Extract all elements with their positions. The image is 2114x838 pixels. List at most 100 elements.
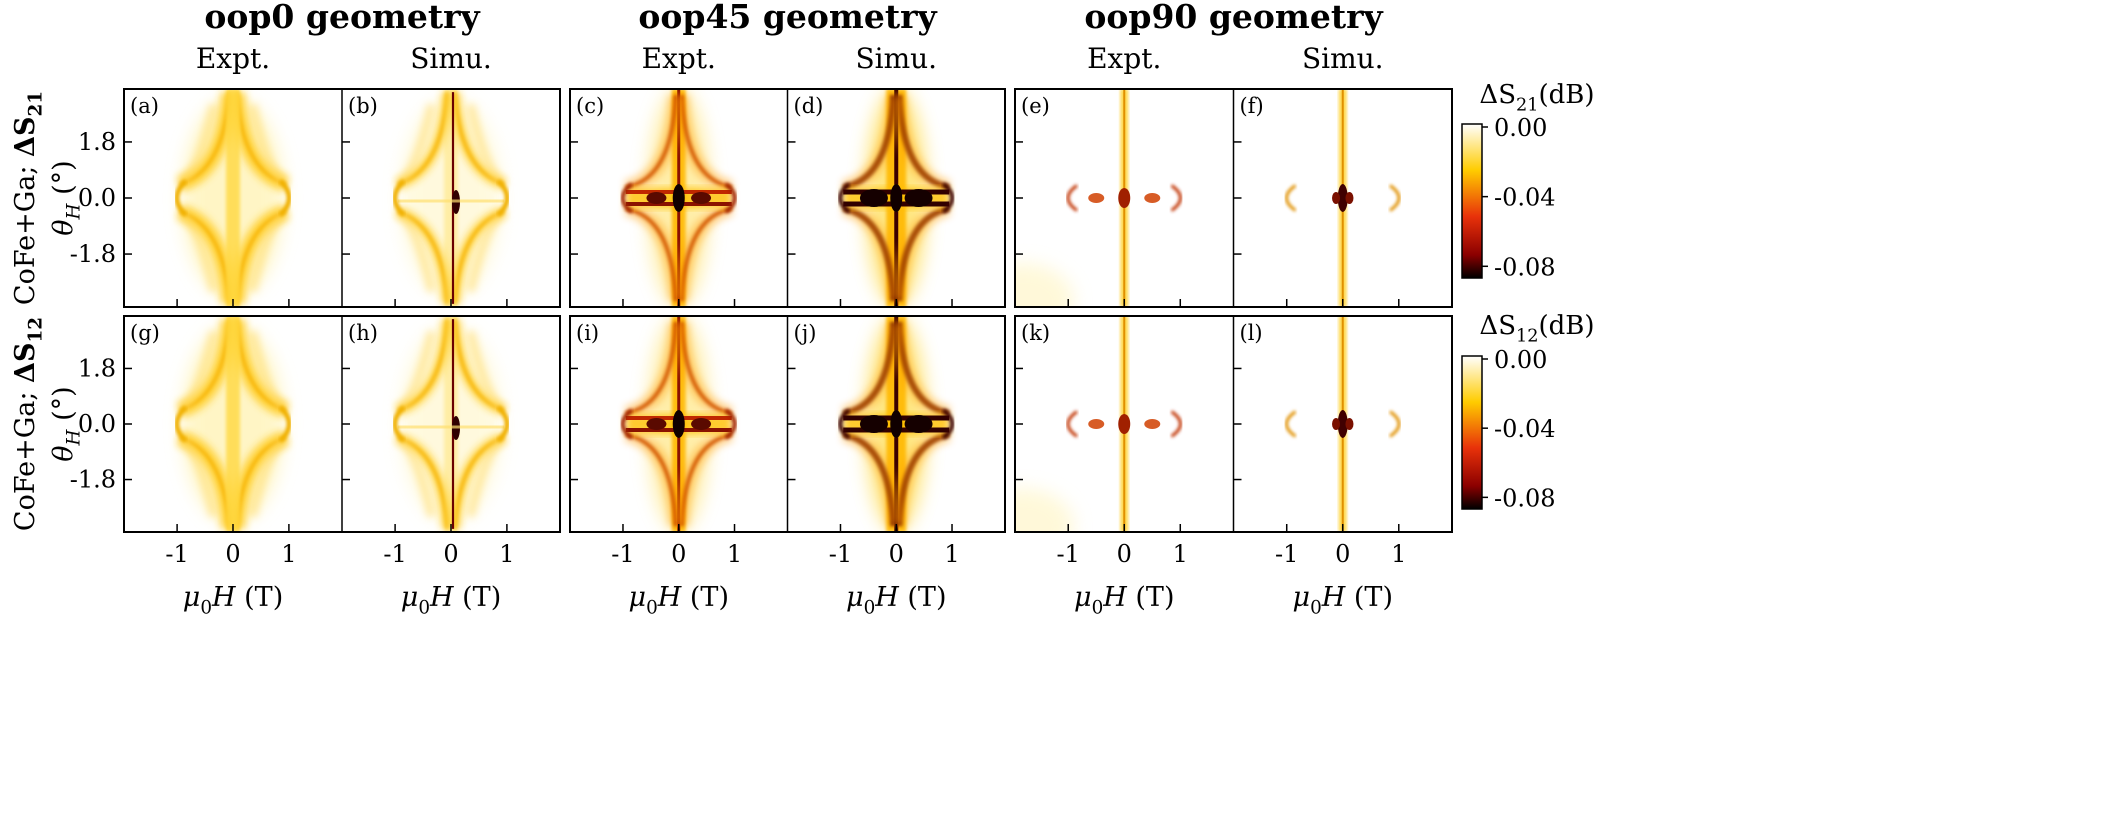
row-sample-label: CoFe+Ga; ΔS21 — [10, 91, 47, 305]
heatmap-panel — [1285, 89, 1401, 307]
resonance-arc — [620, 408, 634, 440]
resonance-arc — [1389, 410, 1401, 438]
heatmap-content — [392, 89, 510, 307]
heatmap-panel — [174, 316, 292, 532]
heatmap-panel — [838, 316, 955, 532]
x-tick-label: 0 — [1335, 540, 1350, 568]
dark-spot — [859, 415, 888, 433]
resonance-arc — [838, 182, 851, 214]
resonance-arc — [174, 179, 188, 217]
resonance-arm-glow — [624, 94, 683, 195]
center-streak — [444, 316, 458, 532]
resonance-arc — [724, 182, 737, 214]
y-axis-label: θH (°) — [48, 160, 85, 235]
panel-label: (l) — [1240, 321, 1263, 345]
resonance-arm-glow — [892, 94, 951, 195]
panel-group: (i) -1 0 1 (j) -1 0 1 — [569, 315, 1006, 568]
geometry-title: oop0 geometry — [204, 0, 480, 36]
panel-label: (k) — [1021, 321, 1050, 345]
resonance-arc — [1066, 184, 1078, 212]
x-axis-label: μ0H (T) — [846, 582, 946, 619]
x-tick-label: -1 — [611, 540, 634, 568]
resonance-arc — [278, 405, 292, 443]
dark-spot — [859, 189, 888, 207]
resonance-arc — [941, 408, 955, 440]
panel-label: (a) — [130, 94, 159, 118]
panel-group: (k) -1 0 1 (l) -1 0 1 — [1014, 315, 1453, 568]
x-tick-label: 1 — [944, 540, 959, 568]
column-title: Simu. — [855, 42, 937, 75]
resonance-arm-glow — [624, 427, 683, 527]
colorbar-tick-label: 0.00 — [1494, 346, 1547, 374]
resonance-arc — [392, 179, 406, 217]
resonance-arc — [1389, 184, 1401, 212]
center-dark-spot — [672, 410, 685, 438]
colorbar-tick-label: 0.00 — [1494, 114, 1547, 142]
x-tick-label: 0 — [443, 540, 458, 568]
panel-group: (e) (f) — [1014, 88, 1453, 308]
resonance-arm-glow — [674, 427, 734, 527]
x-tick-label: 0 — [889, 540, 904, 568]
x-axis-label: μ0H (T) — [401, 582, 501, 619]
resonance-arc — [392, 405, 406, 443]
heatmap-panel — [392, 316, 510, 532]
heatmap-panel — [620, 316, 737, 532]
y-tick-label: 1.8 — [78, 354, 116, 382]
resonance-arc — [941, 182, 955, 214]
panel-label: (d) — [794, 94, 824, 118]
heatmap-content — [392, 316, 510, 532]
panel-label: (j) — [794, 321, 817, 345]
resonance-arm-glow — [892, 201, 951, 302]
x-tick-label: 0 — [1117, 540, 1132, 568]
column-title: Simu. — [1302, 42, 1384, 75]
row-label: CoFe+Ga; ΔS21 — [10, 91, 47, 305]
center-dark-spot — [890, 410, 903, 438]
center-dark-spot — [672, 184, 685, 212]
resonance-arc — [1170, 184, 1182, 212]
resonance-arc — [174, 405, 188, 443]
dark-spot — [1345, 418, 1354, 430]
dark-spot — [691, 192, 712, 204]
resonance-arm-glow — [841, 427, 901, 527]
heatmap-content — [174, 89, 292, 307]
panel-label: (f) — [1240, 94, 1264, 118]
row-label: CoFe+Ga; ΔS12 — [10, 317, 47, 531]
heatmap-panel — [1015, 89, 1182, 307]
dark-spot — [1088, 419, 1105, 429]
resonance-arc — [620, 182, 634, 214]
center-dark-spot — [1118, 188, 1131, 208]
x-tick-label: -1 — [165, 540, 188, 568]
heatmap-panel — [392, 89, 510, 307]
x-tick-label: -1 — [383, 540, 406, 568]
colorbar-title: ΔS21(dB) — [1479, 80, 1594, 115]
x-tick-label: 1 — [1173, 540, 1188, 568]
y-tick-label: 0.0 — [78, 410, 116, 438]
x-axis-label: μ0H (T) — [183, 582, 283, 619]
heatmap-content — [174, 316, 292, 532]
center-dark-spot — [890, 184, 903, 212]
panel-label: (b) — [348, 94, 378, 118]
colorbar-tick-label: -0.08 — [1494, 253, 1556, 281]
heatmap-content — [1285, 89, 1401, 307]
y-tick-label: -1.8 — [70, 240, 116, 268]
resonance-arc — [496, 405, 510, 443]
resonance-arc — [1066, 410, 1078, 438]
x-axis-label: μ0H (T) — [1074, 582, 1174, 619]
dark-spot — [646, 192, 667, 204]
panel-group: (g) -1 0 1 (h) -1 0 1 1.8 0.0 -1.8 — [70, 315, 561, 568]
resonance-arc — [278, 179, 292, 217]
x-tick-label: -1 — [1275, 540, 1298, 568]
resonance-arc — [724, 408, 737, 440]
geometry-title: oop45 geometry — [638, 0, 937, 36]
dark-spot — [904, 415, 933, 433]
x-tick-label: 1 — [499, 540, 514, 568]
panel-label: (h) — [348, 321, 378, 345]
colorbar-tick-label: -0.08 — [1494, 484, 1556, 512]
row-sample-label: CoFe+Ga; ΔS12 — [10, 317, 47, 531]
center-dark-spot — [1118, 414, 1131, 434]
dark-spot — [1332, 192, 1341, 204]
background-glow — [1015, 488, 1074, 532]
center-dark-spot — [1337, 410, 1348, 438]
dark-spot — [1345, 192, 1354, 204]
